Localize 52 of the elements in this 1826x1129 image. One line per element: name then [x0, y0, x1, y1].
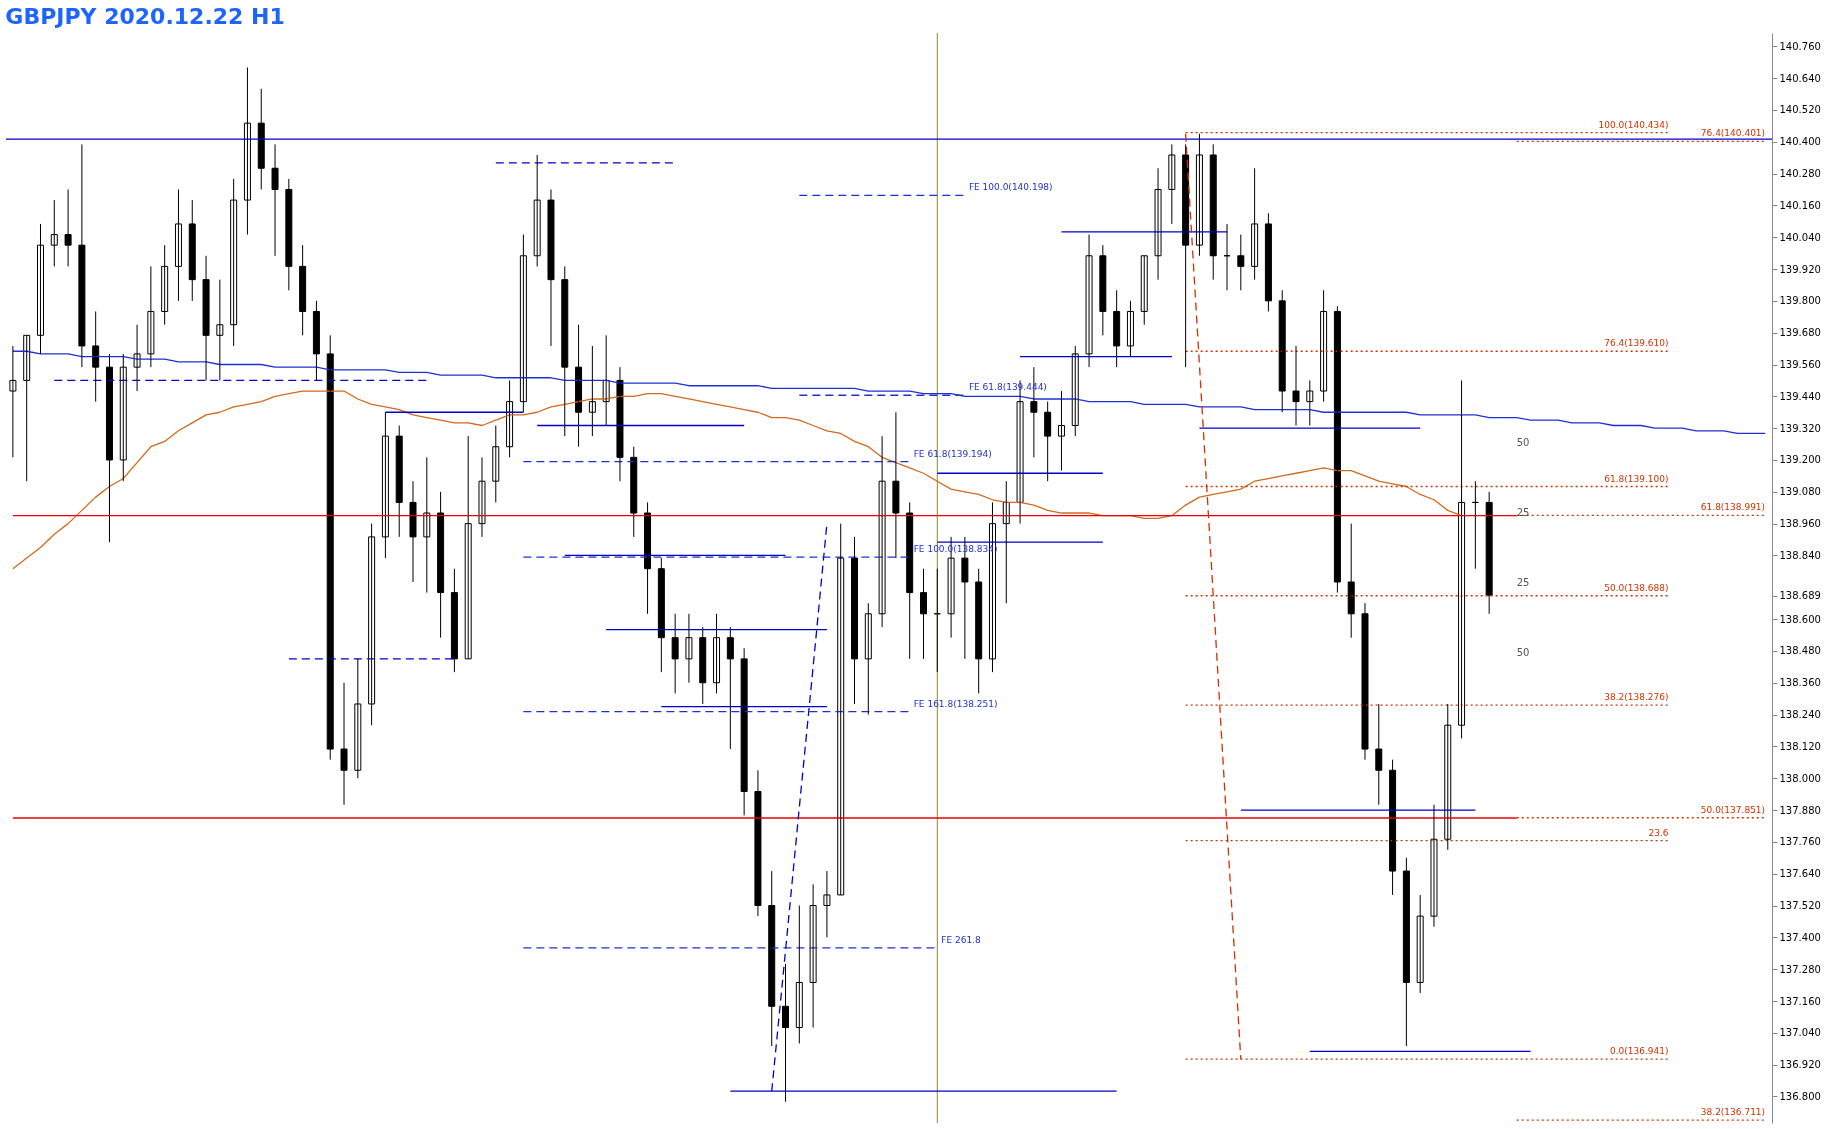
chart-title: GBPJPY 2020.12.22 H1 — [5, 3, 285, 29]
y-tick-label: 140.400 — [1779, 136, 1821, 148]
series-label: 38.2(136.711) — [1700, 1107, 1766, 1118]
y-tick-label: 140.160 — [1779, 199, 1821, 211]
annotation: 25 — [1516, 507, 1530, 518]
y-tick-label: 137.760 — [1779, 836, 1821, 848]
y-tick-label: 136.920 — [1779, 1059, 1821, 1071]
y-tick-label: 140.760 — [1779, 40, 1821, 52]
y-tick-label: 138.840 — [1779, 549, 1821, 561]
series-label: 38.2(138.276) — [1604, 692, 1669, 703]
y-tick-label: 138.960 — [1779, 518, 1821, 530]
y-tick-label: 139.440 — [1779, 390, 1821, 402]
series-label: 50.0(138.688) — [1604, 582, 1669, 593]
y-tick-label: 137.160 — [1779, 995, 1821, 1007]
y-tick-label: 140.640 — [1779, 72, 1821, 84]
y-tick-label: 140.040 — [1779, 231, 1821, 243]
annotation: 50 — [1516, 437, 1530, 448]
y-tick-label: 140.520 — [1779, 104, 1821, 116]
series-label: FE 261.8 — [941, 934, 982, 945]
y-tick-label: 139.680 — [1779, 327, 1821, 339]
y-tick-label: 138.360 — [1779, 677, 1821, 689]
y-tick-label: 137.880 — [1779, 804, 1821, 816]
series-label: 50.0(137.851) — [1700, 804, 1766, 815]
y-tick-label: 137.400 — [1779, 931, 1821, 943]
series-label: 23.6 — [1648, 827, 1669, 838]
y-tick-label: 137.280 — [1779, 963, 1821, 975]
y-tick-label: 138.000 — [1779, 772, 1821, 784]
y-tick-label: 139.800 — [1779, 295, 1821, 307]
y-tick-label: 139.920 — [1779, 263, 1821, 275]
y-tick-label: 137.640 — [1779, 868, 1821, 880]
y-tick-label: 138.240 — [1779, 709, 1821, 721]
y-tick-label: 137.520 — [1779, 900, 1821, 912]
y-tick-label: 139.200 — [1779, 454, 1821, 466]
y-tick-label: 138.600 — [1779, 613, 1821, 625]
y-tick-label: 138.120 — [1779, 740, 1821, 752]
y-tick-label: 137.040 — [1779, 1027, 1821, 1039]
series-label: 76.4(140.401) — [1700, 128, 1766, 139]
y-tick-label: 139.080 — [1779, 486, 1821, 498]
y-tick-label: 139.560 — [1779, 359, 1821, 371]
series-label: 61.8(139.100) — [1604, 473, 1669, 484]
annotation: 50 — [1516, 647, 1530, 658]
series-label: 76.4(139.610) — [1604, 338, 1669, 349]
series-label: FE 100.0(140.198) — [968, 182, 1053, 193]
y-tick-label: 136.800 — [1779, 1090, 1821, 1102]
annotation: 25 — [1516, 577, 1530, 588]
y-tick-label: 140.280 — [1779, 168, 1821, 180]
y-tick-label: 139.320 — [1779, 422, 1821, 434]
series-label: 0.0(136.941) — [1609, 1046, 1669, 1057]
y-tick-label: 138.689 — [1779, 590, 1821, 601]
series-label: 100.0(140.434) — [1598, 119, 1669, 130]
series-label: 61.8(138.991) — [1700, 502, 1766, 513]
y-tick-label: 138.480 — [1779, 645, 1821, 657]
